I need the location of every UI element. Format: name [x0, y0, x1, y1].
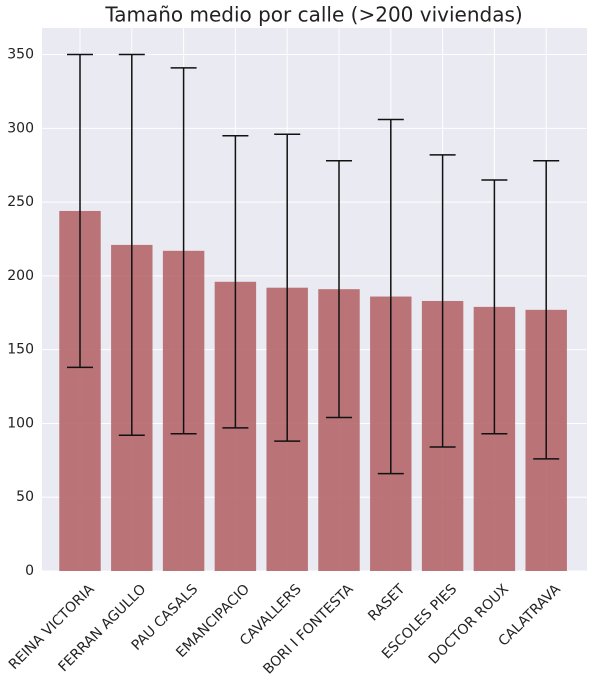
error-bar [429, 154, 456, 448]
x-tick-label: RASET [365, 581, 408, 624]
y-tick-label: 200 [7, 268, 34, 284]
y-tick-label: 350 [7, 47, 34, 63]
error-bar [67, 53, 93, 369]
error-bar [326, 160, 352, 419]
y-tick-label: 300 [7, 120, 34, 136]
y-tick-label: 0 [25, 563, 34, 579]
error-bar [377, 118, 404, 475]
error-bar [274, 133, 301, 442]
error-bar [118, 53, 145, 436]
y-tick-label: 100 [7, 415, 34, 431]
y-tick-label: 250 [7, 194, 34, 210]
y-tick-label: 50 [16, 489, 34, 505]
error-bar [533, 160, 560, 460]
y-tick-label: 150 [7, 342, 34, 358]
error-bar [481, 179, 508, 435]
chart-title: Tamaño medio por calle (>200 viviendas) [104, 3, 522, 27]
x-tick-label: FERRAN AGULLO [55, 581, 149, 675]
error-bar [222, 134, 249, 429]
x-tick-label: REINA VICTORIA [6, 581, 98, 673]
error-bar [170, 67, 197, 435]
x-tick-label: BORI I FONTESTA [260, 581, 357, 677]
